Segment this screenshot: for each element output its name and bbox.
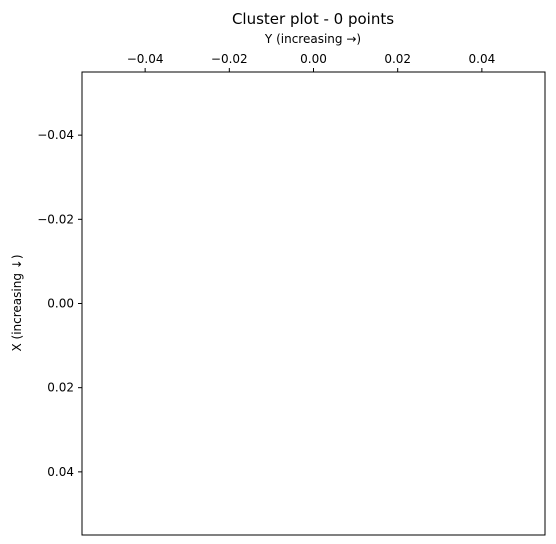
y-axis-label: X (increasing ↓) xyxy=(10,254,24,351)
y-tick-label: −0.02 xyxy=(37,212,74,226)
chart-title: Cluster plot - 0 points xyxy=(232,10,394,28)
x-tick-label: 0.04 xyxy=(469,52,496,66)
y-tick-label: 0.02 xyxy=(47,381,74,395)
y-tick-label: 0.00 xyxy=(47,297,74,311)
x-axis-label: Y (increasing →) xyxy=(264,32,361,46)
y-tick-label: 0.04 xyxy=(47,465,74,479)
y-tick-label: −0.04 xyxy=(37,128,74,142)
x-tick-label: 0.00 xyxy=(300,52,327,66)
x-tick-label: −0.04 xyxy=(127,52,164,66)
x-tick-label: −0.02 xyxy=(211,52,248,66)
x-axis-ticks: −0.04 −0.02 0.00 0.02 0.04 xyxy=(127,52,495,72)
y-axis-ticks: −0.04 −0.02 0.00 0.02 0.04 xyxy=(37,128,82,479)
x-tick-label: 0.02 xyxy=(384,52,411,66)
